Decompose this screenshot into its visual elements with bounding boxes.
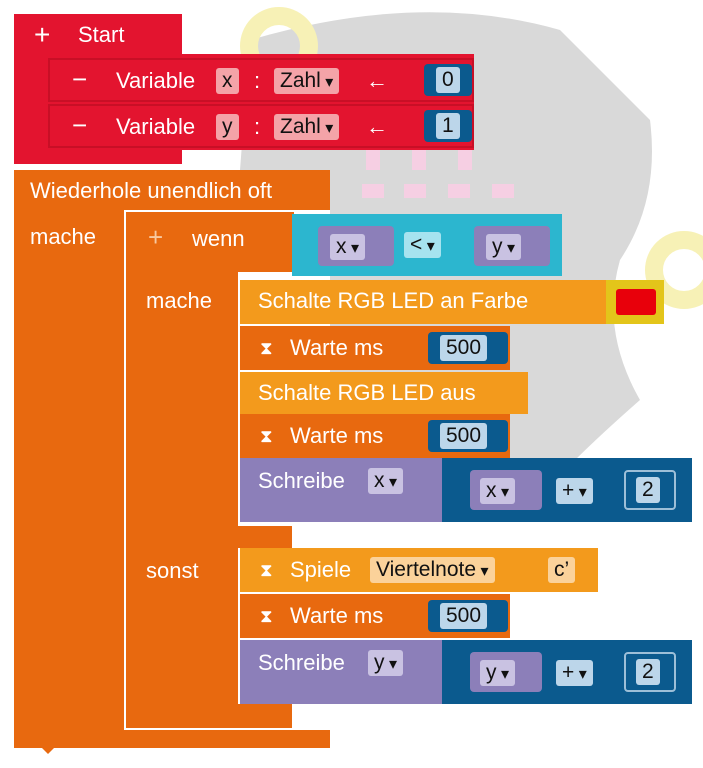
- var-y-value[interactable]: 1: [436, 113, 460, 139]
- loop-label: Wiederhole unendlich oft: [30, 178, 273, 203]
- start-label: Start: [78, 22, 125, 47]
- cond-left-var-name[interactable]: x: [330, 234, 365, 260]
- var-x-minus-icon[interactable]: −: [72, 64, 88, 94]
- var-block-y[interactable]: [48, 104, 474, 148]
- if-footer: [126, 704, 292, 728]
- if-block[interactable]: [126, 212, 238, 728]
- wait2-value[interactable]: 500: [440, 423, 488, 449]
- if-else-label: sonst: [146, 558, 199, 583]
- var-x-colon: :: [254, 68, 261, 93]
- start-plus-icon[interactable]: +: [34, 19, 51, 50]
- led-on-label: Schalte RGB LED an Farbe: [258, 288, 529, 313]
- play-label: Spiele: [290, 557, 352, 582]
- var-x-keyword: Variable: [116, 68, 196, 93]
- led-off-label: Schalte RGB LED aus: [258, 380, 476, 405]
- hourglass-icon: ⧗: [260, 560, 273, 580]
- write-x-block[interactable]: [240, 458, 442, 522]
- write-y-expr-var[interactable]: y: [480, 660, 515, 686]
- else-wait-value[interactable]: 500: [440, 603, 488, 629]
- write-y-label: Schreibe: [258, 650, 345, 675]
- hourglass-icon: ⧗: [260, 426, 273, 446]
- write-x-expr-var[interactable]: x: [480, 478, 515, 504]
- write-y-expr-op[interactable]: +: [556, 660, 593, 686]
- write-y-expr-num[interactable]: 2: [636, 659, 660, 685]
- var-y-keyword: Variable: [116, 114, 196, 139]
- var-y-type-dropdown[interactable]: Zahl: [274, 114, 340, 140]
- write-x-expr-num[interactable]: 2: [636, 477, 660, 503]
- var-x-name[interactable]: x: [216, 68, 239, 94]
- write-y-block[interactable]: [240, 640, 442, 704]
- hourglass-icon: ⧗: [260, 606, 273, 626]
- led-on-block[interactable]: [240, 280, 608, 324]
- write-x-var-dropdown[interactable]: x: [368, 468, 403, 494]
- var-x-type-dropdown[interactable]: Zahl: [274, 68, 340, 94]
- if-then-label: mache: [146, 288, 213, 313]
- if-header: [126, 212, 294, 272]
- write-x-expr-op[interactable]: +: [556, 478, 593, 504]
- var-block-x[interactable]: [48, 58, 474, 102]
- if-label: wenn: [192, 226, 245, 251]
- var-y-minus-icon[interactable]: −: [72, 110, 88, 140]
- else-wait-label: Warte ms: [290, 603, 384, 628]
- led-color-swatch[interactable]: [616, 289, 656, 315]
- var-x-assign-arrow: ←: [366, 68, 388, 93]
- led-off-block[interactable]: [240, 372, 528, 414]
- cond-operator-dropdown[interactable]: <: [404, 232, 441, 258]
- var-y-colon: :: [254, 114, 261, 139]
- play-note-length-dropdown[interactable]: Viertelnote: [370, 557, 495, 583]
- wait1-value[interactable]: 500: [440, 335, 488, 361]
- loop-bottom-notch: [40, 746, 56, 754]
- var-x-value[interactable]: 0: [436, 67, 460, 93]
- var-y-assign-arrow: ←: [366, 114, 388, 139]
- write-y-var-dropdown[interactable]: y: [368, 650, 403, 676]
- if-else-header: [126, 526, 292, 548]
- cond-right-var-name[interactable]: y: [486, 234, 521, 260]
- var-y-name[interactable]: y: [216, 114, 239, 140]
- board-pad-icon: [645, 231, 703, 309]
- play-note-value[interactable]: c’: [548, 557, 576, 583]
- wait2-label: Warte ms: [290, 423, 384, 448]
- wait1-label: Warte ms: [290, 335, 384, 360]
- if-plus-icon[interactable]: +: [148, 222, 164, 252]
- hourglass-icon: ⧗: [260, 338, 273, 358]
- loop-do-label: mache: [30, 224, 97, 249]
- write-x-label: Schreibe: [258, 468, 345, 493]
- write-x-expr-num-socket: [624, 470, 676, 510]
